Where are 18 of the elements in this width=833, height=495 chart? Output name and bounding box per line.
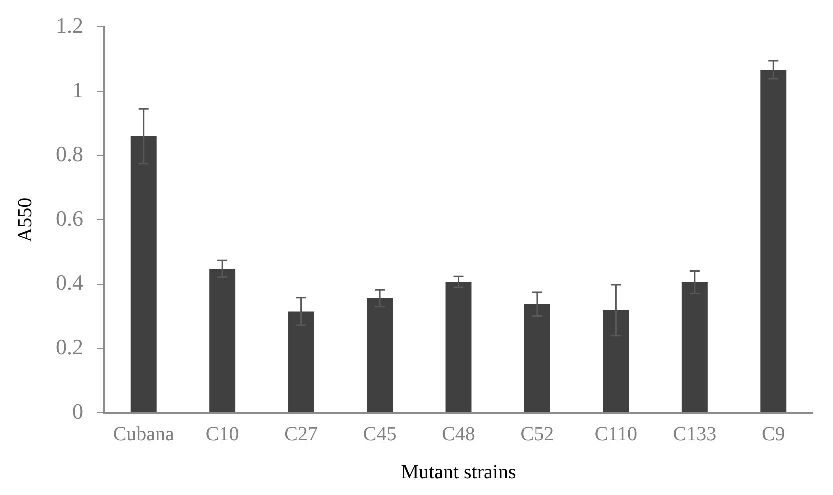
y-tick-label: 0.8 <box>56 142 84 167</box>
x-tick-label: C48 <box>442 423 476 446</box>
y-tick-label: 0 <box>72 398 84 424</box>
y-tick-label: 1 <box>72 77 84 102</box>
x-tick-label: C10 <box>206 423 240 446</box>
y-tick-label: 0.2 <box>56 334 84 360</box>
y-tick-label: 0.6 <box>56 206 84 231</box>
x-tick-label: C110 <box>594 423 638 446</box>
y-tick-label: 0.4 <box>56 270 84 296</box>
y-axis-title: A550 <box>14 198 36 242</box>
x-tick-label: Cubana <box>113 423 175 446</box>
x-tick-label: C45 <box>363 423 397 446</box>
x-tick-label: C9 <box>762 423 786 446</box>
x-axis-title: Mutant strains <box>401 461 516 484</box>
y-tick-label: 1.2 <box>56 12 84 38</box>
x-tick-label: C52 <box>520 423 554 446</box>
x-tick-label: C27 <box>284 423 318 446</box>
x-tick-label: C133 <box>673 423 717 446</box>
